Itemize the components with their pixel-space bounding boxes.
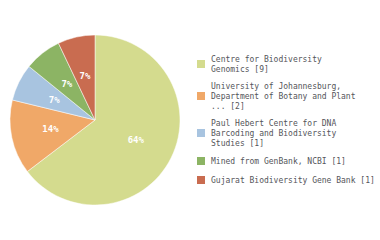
svg-text:Paul Hebert Centre for DNA: Paul Hebert Centre for DNA [211,119,336,128]
svg-text:Mined from GenBank, NCBI [1]: Mined from GenBank, NCBI [1] [211,157,346,166]
svg-text:7%: 7% [61,79,72,89]
svg-text:Studies [1]: Studies [1] [211,139,264,148]
svg-text:Department of Botany and Plant: Department of Botany and Plant [211,92,356,101]
svg-text:Centre for Biodiversity: Centre for Biodiversity [211,55,322,64]
svg-text:University of Johannesburg,: University of Johannesburg, [211,82,341,91]
svg-text:Gujarat Biodiversity Gene Bank: Gujarat Biodiversity Gene Bank [1] [211,176,375,185]
svg-text:Genomics [9]: Genomics [9] [211,65,269,74]
svg-text:7%: 7% [49,95,60,105]
svg-text:... [2]: ... [2] [211,102,245,111]
svg-text:7%: 7% [80,71,91,81]
svg-text:Barcoding and Biodiversity: Barcoding and Biodiversity [211,129,336,138]
svg-text:14%: 14% [42,124,59,134]
svg-text:64%: 64% [128,135,145,145]
